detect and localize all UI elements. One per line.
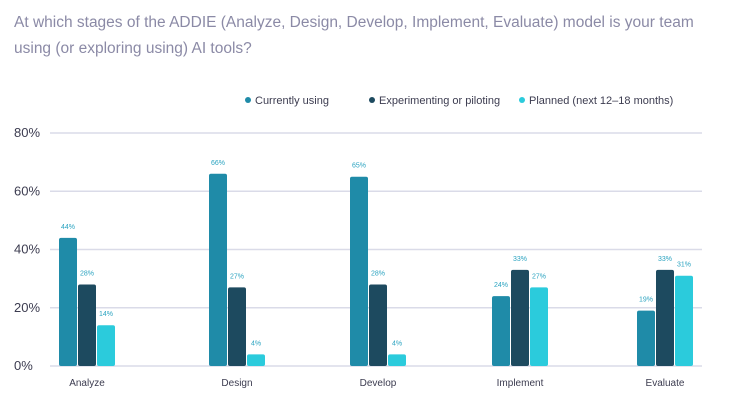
bar [369,284,387,366]
y-tick-label: 80% [14,125,40,140]
data-label: 27% [532,273,546,280]
y-tick-label: 60% [14,183,40,198]
data-label: 33% [513,256,527,263]
data-label: 19% [639,297,653,304]
bar [59,237,77,366]
legend-marker [519,97,525,103]
bar [530,287,548,366]
x-tick-label: Design [221,378,252,389]
bar [247,354,265,366]
bar [97,325,115,366]
legend-label: Currently using [255,95,329,107]
bar [637,310,655,366]
data-label: 24% [494,282,508,289]
bar [209,173,227,366]
y-tick-label: 40% [14,242,40,257]
bar [350,176,368,366]
x-tick-label: Implement [497,378,544,389]
chart-title: At which stages of the ADDIE (Analyze, D… [14,14,694,57]
data-label: 28% [371,270,385,277]
y-tick-label: 0% [14,358,33,373]
bar [228,287,246,366]
x-tick-label: Develop [360,378,397,389]
x-tick-label: Analyze [69,378,105,389]
data-label: 14% [99,311,113,318]
legend-marker [245,97,251,103]
legend-marker [369,97,375,103]
data-label: 28% [80,270,94,277]
data-label: 4% [392,340,402,347]
x-tick-label: Evaluate [646,378,685,389]
data-label: 33% [658,256,672,263]
bar [656,269,674,366]
data-label: 4% [251,340,261,347]
bar [492,296,510,366]
data-label: 66% [211,160,225,167]
data-label: 31% [677,262,691,269]
bar [511,269,529,366]
y-tick-label: 20% [14,300,40,315]
bar [78,284,96,366]
bar [675,275,693,366]
bar [388,354,406,366]
legend-label: Experimenting or piloting [379,95,500,107]
legend-label: Planned (next 12–18 months) [529,95,673,107]
data-label: 27% [230,273,244,280]
data-label: 44% [61,224,75,231]
data-label: 65% [352,163,366,170]
